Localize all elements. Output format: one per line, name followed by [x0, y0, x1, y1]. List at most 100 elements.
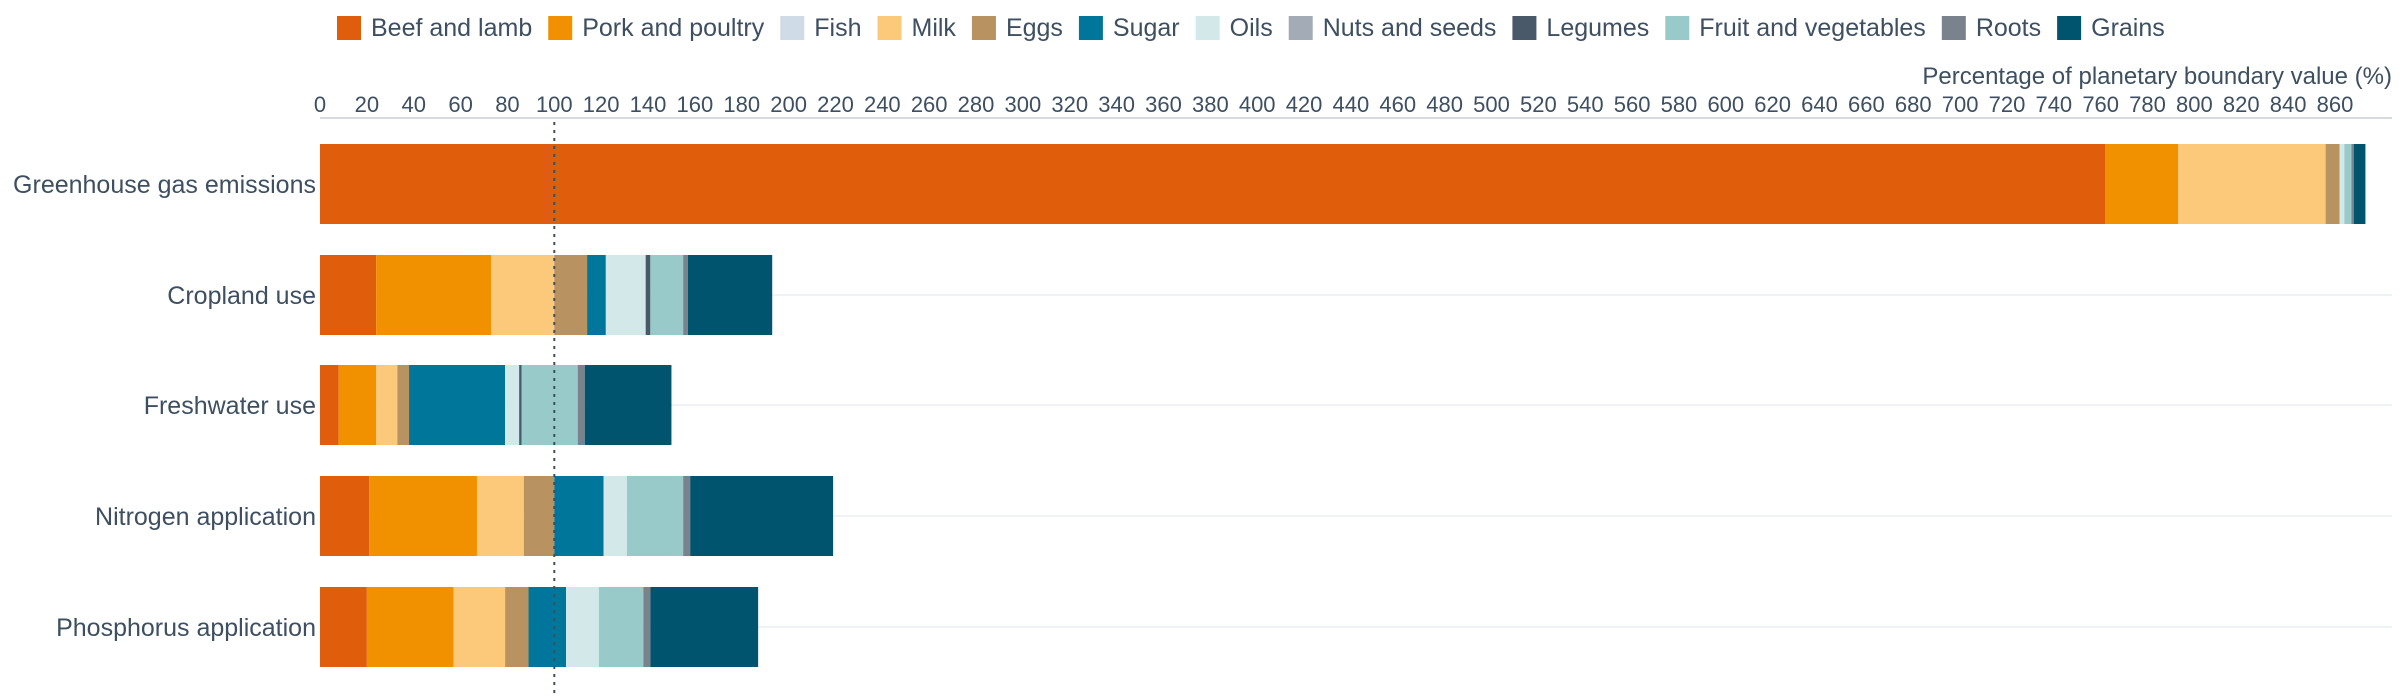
legend-swatch-fish	[780, 16, 805, 40]
x-tick-label: 140	[630, 92, 667, 117]
bar-segment-nitrogen-application-grains	[690, 476, 834, 556]
bar-segment-cropland-use-fruit-and-vegetables	[650, 255, 684, 335]
bar-segment-nitrogen-application-fruit-and-vegetables	[626, 476, 684, 556]
bars	[320, 144, 2366, 667]
legend-swatch-milk	[877, 16, 902, 40]
category-label-nitrogen-application: Nitrogen application	[95, 503, 316, 531]
x-tick-label: 500	[1473, 92, 1510, 117]
x-tick-label: 80	[495, 92, 519, 117]
category-label-phosphorus-application: Phosphorus application	[56, 614, 316, 642]
gridlines	[320, 294, 2392, 628]
bar-segment-greenhouse-gas-emissions-roots	[2351, 144, 2354, 224]
x-tick-label: 440	[1333, 92, 1370, 117]
category-label-greenhouse-gas-emissions: Greenhouse gas emissions	[13, 171, 316, 199]
bar-segment-phosphorus-application-pork-and-poultry	[366, 587, 454, 667]
bar-segment-freshwater-use-sugar	[409, 365, 506, 445]
bar-segment-nitrogen-application-roots	[683, 476, 691, 556]
bar-segment-phosphorus-application-milk	[453, 587, 506, 667]
x-tick-label: 480	[1426, 92, 1463, 117]
category-label-cropland-use: Cropland use	[167, 282, 316, 310]
legend-label-fish: Fish	[814, 14, 861, 42]
x-tick-label: 420	[1286, 92, 1323, 117]
x-axis-ticks: 0 20 40 60 80 100 120 140 160 180 200 220 240 260 280 3…	[314, 92, 2353, 117]
category-labels: Greenhouse gas emissions Cropland use Fres…	[13, 171, 316, 642]
x-tick-label: 60	[448, 92, 472, 117]
bar-segment-freshwater-use-milk	[376, 365, 398, 445]
legend-label-grains: Grains	[2091, 14, 2165, 42]
x-tick-label: 700	[1942, 92, 1979, 117]
x-tick-label: 220	[817, 92, 854, 117]
bar-segment-cropland-use-roots	[683, 255, 688, 335]
legend-label-sugar: Sugar	[1113, 14, 1180, 42]
x-tick-label: 400	[1239, 92, 1276, 117]
bar-segment-greenhouse-gas-emissions-oils	[2339, 144, 2345, 224]
legend-label-milk: Milk	[912, 14, 957, 42]
bar-segment-greenhouse-gas-emissions-eggs	[2325, 144, 2340, 224]
x-tick-label: 580	[1661, 92, 1698, 117]
legend-label-oils: Oils	[1230, 14, 1273, 42]
legend-label-nuts-and-seeds: Nuts and seeds	[1323, 14, 1497, 42]
x-tick-label: 760	[2082, 92, 2119, 117]
x-tick-label: 300	[1005, 92, 1042, 117]
bar-segment-nitrogen-application-oils	[603, 476, 627, 556]
x-tick-label: 20	[355, 92, 379, 117]
legend-label-pork-and-poultry: Pork and poultry	[582, 14, 765, 42]
legend-swatch-legumes	[1512, 16, 1537, 40]
bar-segment-cropland-use-grains	[687, 255, 773, 335]
bar-segment-phosphorus-application-roots	[643, 587, 651, 667]
legend-swatch-fruit-and-vegetables	[1665, 16, 1690, 40]
x-axis-label: Percentage of planetary boundary value (…	[1922, 63, 2392, 90]
legend-label-eggs: Eggs	[1006, 14, 1063, 42]
bar-segment-freshwater-use-beef-and-lamb	[320, 365, 339, 445]
bar-segment-nitrogen-application-sugar	[554, 476, 604, 556]
bar-segment-phosphorus-application-beef-and-lamb	[320, 587, 367, 667]
legend-swatch-eggs	[971, 16, 996, 40]
x-tick-label: 160	[677, 92, 714, 117]
legend-label-legumes: Legumes	[1546, 14, 1649, 42]
bar-segment-phosphorus-application-oils	[566, 587, 599, 667]
bar-segment-freshwater-use-legumes	[519, 365, 522, 445]
bar-segment-freshwater-use-fruit-and-vegetables	[521, 365, 578, 445]
bar-segment-cropland-use-milk	[491, 255, 555, 335]
x-tick-label: 460	[1379, 92, 1416, 117]
x-tick-label: 740	[2035, 92, 2072, 117]
bar-segment-cropland-use-beef-and-lamb	[320, 255, 377, 335]
bar-segment-freshwater-use-oils	[505, 365, 520, 445]
x-tick-label: 180	[723, 92, 760, 117]
x-tick-label: 280	[958, 92, 995, 117]
legend-label-fruit-and-vegetables: Fruit and vegetables	[1699, 14, 1926, 42]
legend-swatch-nuts-and-seeds	[1288, 16, 1313, 40]
x-tick-label: 520	[1520, 92, 1557, 117]
x-tick-label: 820	[2223, 92, 2260, 117]
x-tick-label: 260	[911, 92, 948, 117]
bar-segment-greenhouse-gas-emissions-milk	[2177, 144, 2326, 224]
bar-segment-cropland-use-legumes	[645, 255, 651, 335]
bar-segment-phosphorus-application-grains	[650, 587, 759, 667]
x-tick-label: 560	[1614, 92, 1651, 117]
legend: Beef and lamb Pork and poultry Fish Milk Egg…	[337, 14, 2165, 42]
x-tick-label: 200	[770, 92, 807, 117]
x-tick-label: 860	[2317, 92, 2354, 117]
x-tick-label: 240	[864, 92, 901, 117]
category-label-freshwater-use: Freshwater use	[144, 392, 316, 420]
bar-segment-nitrogen-application-pork-and-poultry	[369, 476, 477, 556]
bar-segment-freshwater-use-roots	[577, 365, 585, 445]
legend-swatch-oils	[1195, 16, 1220, 40]
x-tick-label: 780	[2129, 92, 2166, 117]
bar-segment-nitrogen-application-milk	[476, 476, 524, 556]
x-tick-label: 380	[1192, 92, 1229, 117]
bar-segment-greenhouse-gas-emissions-pork-and-poultry	[2105, 144, 2178, 224]
legend-swatch-beef-and-lamb	[337, 16, 361, 40]
x-tick-label: 340	[1098, 92, 1135, 117]
x-tick-label: 40	[401, 92, 425, 117]
bar-segment-cropland-use-eggs	[554, 255, 588, 335]
bar-segment-nitrogen-application-beef-and-lamb	[320, 476, 370, 556]
x-tick-label: 620	[1754, 92, 1791, 117]
x-tick-label: 660	[1848, 92, 1885, 117]
legend-swatch-grains	[2057, 16, 2082, 40]
x-tick-label: 800	[2176, 92, 2213, 117]
x-tick-label: 680	[1895, 92, 1932, 117]
bar-segment-cropland-use-sugar	[587, 255, 606, 335]
bar-segment-phosphorus-application-eggs	[505, 587, 529, 667]
